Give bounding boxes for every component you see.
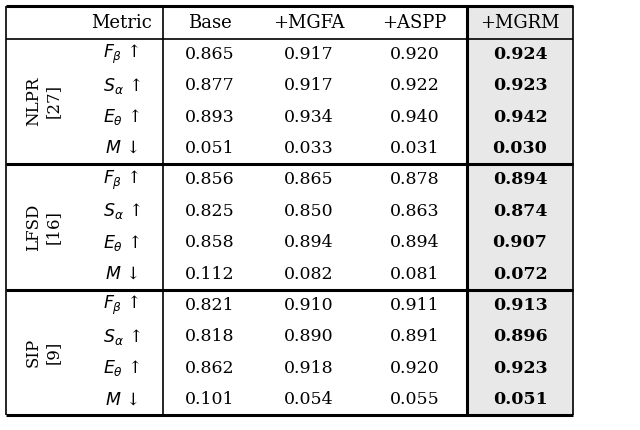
Text: 0.033: 0.033 [284,140,333,157]
Text: 0.865: 0.865 [284,172,333,188]
Text: $M$ ↓: $M$ ↓ [105,391,138,408]
Text: 0.850: 0.850 [284,203,333,220]
Text: 0.072: 0.072 [493,266,547,283]
Text: NLPR
[27]: NLPR [27] [25,77,61,126]
Text: 0.934: 0.934 [284,109,333,126]
Text: +ASPP: +ASPP [382,14,447,31]
Text: +MGFA: +MGFA [273,14,344,31]
Text: 0.923: 0.923 [493,360,547,377]
Text: 0.054: 0.054 [284,391,333,408]
Text: 0.890: 0.890 [284,329,333,345]
Text: 0.878: 0.878 [390,172,439,188]
Text: 0.051: 0.051 [493,391,547,408]
Text: 0.917: 0.917 [284,46,333,63]
Text: 0.924: 0.924 [493,46,547,63]
Text: 0.942: 0.942 [493,109,547,126]
Text: $M$ ↓: $M$ ↓ [105,140,138,157]
Text: 0.874: 0.874 [493,203,547,220]
Text: 0.940: 0.940 [390,109,439,126]
Text: $S_{\alpha}$ ↑: $S_{\alpha}$ ↑ [102,201,141,221]
Text: 0.081: 0.081 [390,266,439,283]
Text: 0.917: 0.917 [284,77,333,94]
Text: 0.893: 0.893 [185,109,234,126]
Text: 0.918: 0.918 [284,360,333,377]
Text: LFSD
[16]: LFSD [16] [25,203,61,251]
Text: 0.865: 0.865 [185,46,234,63]
Text: Metric: Metric [91,14,152,31]
Text: 0.920: 0.920 [390,46,439,63]
Text: 0.923: 0.923 [493,77,547,94]
Text: 0.055: 0.055 [390,391,439,408]
Text: 0.101: 0.101 [185,391,234,408]
Text: 0.862: 0.862 [185,360,234,377]
Text: 0.112: 0.112 [185,266,234,283]
Text: 0.877: 0.877 [185,77,234,94]
Text: 0.051: 0.051 [185,140,234,157]
Text: 0.863: 0.863 [390,203,439,220]
Text: $M$ ↓: $M$ ↓ [105,266,138,283]
Text: 0.913: 0.913 [493,297,547,314]
Text: 0.858: 0.858 [185,234,234,251]
Text: 0.821: 0.821 [185,297,234,314]
Bar [467,6,573,415]
Text: 0.920: 0.920 [390,360,439,377]
Text: 0.894: 0.894 [493,172,547,188]
Text: 0.894: 0.894 [284,234,333,251]
Text: +MGRM: +MGRM [480,14,560,31]
Text: 0.031: 0.031 [390,140,439,157]
Text: $F_{\beta}$ ↑: $F_{\beta}$ ↑ [103,43,140,66]
Text: 0.856: 0.856 [185,172,234,188]
Text: 0.896: 0.896 [493,329,547,345]
Text: 0.891: 0.891 [390,329,439,345]
Text: $F_{\beta}$ ↑: $F_{\beta}$ ↑ [103,294,140,317]
Text: 0.907: 0.907 [493,234,547,251]
Text: 0.825: 0.825 [185,203,234,220]
Text: 0.082: 0.082 [284,266,333,283]
Text: SIP
[9]: SIP [9] [25,338,61,367]
Text: $F_{\beta}$ ↑: $F_{\beta}$ ↑ [103,169,140,191]
Text: $E_{\theta}$ ↑: $E_{\theta}$ ↑ [103,233,140,253]
Text: 0.911: 0.911 [390,297,439,314]
Text: Base: Base [188,14,232,31]
Text: 0.030: 0.030 [493,140,547,157]
Text: 0.910: 0.910 [284,297,333,314]
Text: $S_{\alpha}$ ↑: $S_{\alpha}$ ↑ [102,76,141,96]
Text: $E_{\theta}$ ↑: $E_{\theta}$ ↑ [103,107,140,127]
Text: 0.922: 0.922 [390,77,439,94]
Text: $E_{\theta}$ ↑: $E_{\theta}$ ↑ [103,358,140,378]
Text: 0.818: 0.818 [185,329,234,345]
Text: 0.894: 0.894 [390,234,439,251]
Text: $S_{\alpha}$ ↑: $S_{\alpha}$ ↑ [102,327,141,347]
